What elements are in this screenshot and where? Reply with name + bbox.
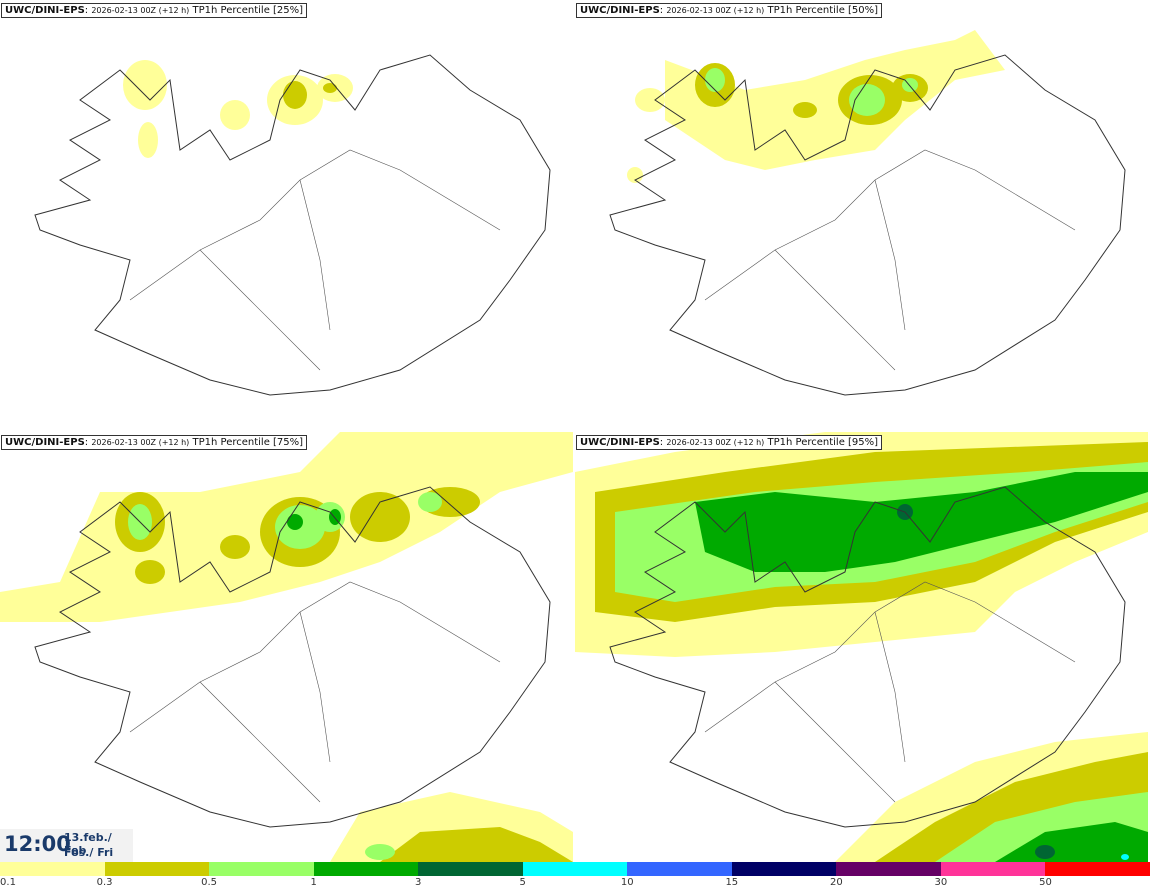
colorbar-tick-label: 0.5 xyxy=(201,877,218,888)
colorbar-tick-label: 20 xyxy=(829,877,843,888)
panel-title: UWC/DINI-EPS: 2026-02-13 00Z (+12 h) TP1… xyxy=(1,435,308,450)
colorbar-tick-label: 3 xyxy=(414,877,422,888)
panel-title: UWC/DINI-EPS: 2026-02-13 00Z (+12 h) TP1… xyxy=(576,435,883,450)
colorbar-swatch xyxy=(418,862,523,876)
colorbar-swatch xyxy=(836,862,941,876)
colorbar-tick-label: 10 xyxy=(620,877,634,888)
precip-field xyxy=(123,60,353,158)
valid-weekday: Fös./ Fri xyxy=(64,846,114,859)
colorbar xyxy=(0,862,1150,876)
colorbar-swatch xyxy=(627,862,732,876)
colorbar-tick-label: 50 xyxy=(1039,877,1052,888)
precip-map-p25 xyxy=(34,54,551,396)
map-panel-p75: UWC/DINI-EPS: 2026-02-13 00Z (+12 h) TP1… xyxy=(0,432,573,862)
coastline xyxy=(609,54,1126,396)
map-panel-p25: UWC/DINI-EPS: 2026-02-13 00Z (+12 h) TP1… xyxy=(0,0,573,430)
roads xyxy=(129,581,501,803)
colorbar-tick-label: 0.1 xyxy=(0,877,16,888)
panel-title: UWC/DINI-EPS: 2026-02-13 00Z (+12 h) TP1… xyxy=(576,3,883,18)
colorbar-tick-label: 1 xyxy=(310,877,317,888)
precip-map-p75 xyxy=(0,432,573,862)
precip-map-p95 xyxy=(575,432,1148,862)
colorbar-swatch xyxy=(1045,862,1150,876)
roads xyxy=(704,149,1076,371)
colorbar-tick-label: 30 xyxy=(934,877,948,888)
coastline xyxy=(609,486,1126,828)
map-panel-p95: UWC/DINI-EPS: 2026-02-13 00Z (+12 h) TP1… xyxy=(575,432,1148,862)
colorbar-swatch xyxy=(522,862,628,876)
precip-field xyxy=(0,432,573,862)
colorbar-tick-label: 0.3 xyxy=(96,877,113,888)
coastline xyxy=(34,486,551,828)
precip-map-p50 xyxy=(609,30,1126,396)
precip-field xyxy=(627,30,1005,183)
panel-title: UWC/DINI-EPS: 2026-02-13 00Z (+12 h) TP1… xyxy=(1,3,308,18)
colorbar-labels: 0.1 0.3 0.5 1 3 5 10 15 20 30 50 xyxy=(0,876,1150,890)
valid-time-box: 12:00 13.feb./ Feb Fös./ Fri xyxy=(0,829,133,862)
colorbar-swatch xyxy=(104,862,210,876)
colorbar-swatch xyxy=(940,862,1046,876)
colorbar-swatch xyxy=(0,862,105,876)
valid-date: 13.feb./ Feb xyxy=(64,831,112,857)
colorbar-tick-label: 15 xyxy=(725,877,739,888)
roads xyxy=(704,581,1076,803)
roads xyxy=(129,149,501,371)
colorbar-swatch xyxy=(731,862,837,876)
colorbar-swatch xyxy=(209,862,314,876)
coastline xyxy=(34,54,551,396)
valid-hour: 12:00 xyxy=(4,832,71,856)
map-panel-p50: UWC/DINI-EPS: 2026-02-13 00Z (+12 h) TP1… xyxy=(575,0,1148,430)
colorbar-swatch xyxy=(313,862,419,876)
colorbar-tick-label: 5 xyxy=(519,877,526,888)
